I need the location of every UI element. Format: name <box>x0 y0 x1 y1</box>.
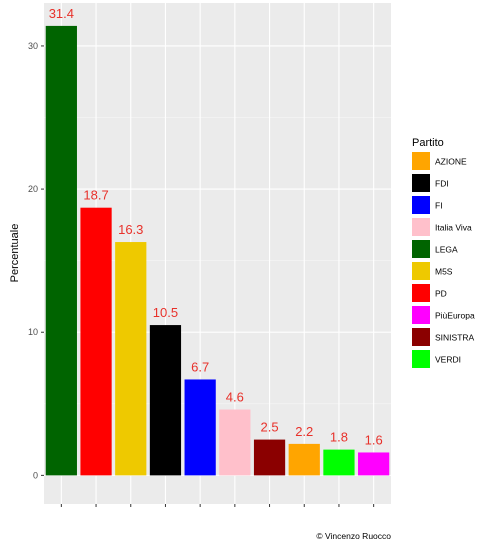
value-label: 2.5 <box>261 420 279 435</box>
legend-label: FDI <box>435 179 449 189</box>
value-label: 4.6 <box>226 390 244 405</box>
bar-fi <box>184 379 216 476</box>
x-axis <box>60 504 375 507</box>
value-label: 31.4 <box>49 6 74 21</box>
bar-m5s <box>115 242 147 476</box>
legend-label: PiùEuropa <box>435 311 475 321</box>
y-tick-label: 20 <box>28 184 38 194</box>
legend-key <box>412 218 430 236</box>
legend-key <box>412 196 430 214</box>
legend-label: VERDI <box>435 355 461 365</box>
value-label: 1.8 <box>330 430 348 445</box>
legend-label: FI <box>435 201 443 211</box>
legend-key <box>412 174 430 192</box>
value-label: 2.2 <box>295 424 313 439</box>
bar-italia-viva <box>219 409 251 476</box>
bar-verdi <box>323 449 355 476</box>
value-label: 18.7 <box>83 188 108 203</box>
y-axis: 0 10 20 30 <box>28 41 44 480</box>
value-labels: 31.4 18.7 16.3 10.5 6.7 4.6 2.5 2.2 1.8 1.6 <box>49 6 383 448</box>
legend-key <box>412 328 430 346</box>
legend-label: SINISTRA <box>435 333 475 343</box>
bar-pd <box>80 207 112 476</box>
y-axis-label: Percentuale <box>9 224 21 283</box>
value-label: 16.3 <box>118 222 143 237</box>
legend-label: M5S <box>435 267 453 277</box>
legend-label: AZIONE <box>435 157 467 167</box>
legend-key <box>412 284 430 302</box>
bar-lega <box>45 25 77 476</box>
legend-label: LEGA <box>435 245 458 255</box>
bar-fdi <box>149 325 182 476</box>
legend-title: Partito <box>412 137 444 149</box>
y-tick-label: 0 <box>33 470 38 480</box>
caption: © Vincenzo Ruocco <box>316 531 391 541</box>
value-label: 1.6 <box>365 432 383 447</box>
legend-key <box>412 240 430 258</box>
bars <box>45 25 390 476</box>
legend-label: Italia Viva <box>435 223 472 233</box>
y-tick-label: 30 <box>28 41 38 51</box>
legend-label: PD <box>435 289 447 299</box>
value-label: 6.7 <box>191 359 209 374</box>
y-tick-label: 10 <box>28 327 38 337</box>
bar-azione <box>288 443 320 476</box>
legend-key <box>412 350 430 368</box>
legend-key <box>412 152 430 170</box>
legend-key <box>412 262 430 280</box>
legend: Partito AZIONE FDI FI Italia Viva LEGA M5S PD P… <box>412 137 475 368</box>
value-label: 10.5 <box>153 305 178 320</box>
bar-pi-europa <box>358 452 390 476</box>
bar-sinistra <box>253 439 286 476</box>
legend-key <box>412 306 430 324</box>
